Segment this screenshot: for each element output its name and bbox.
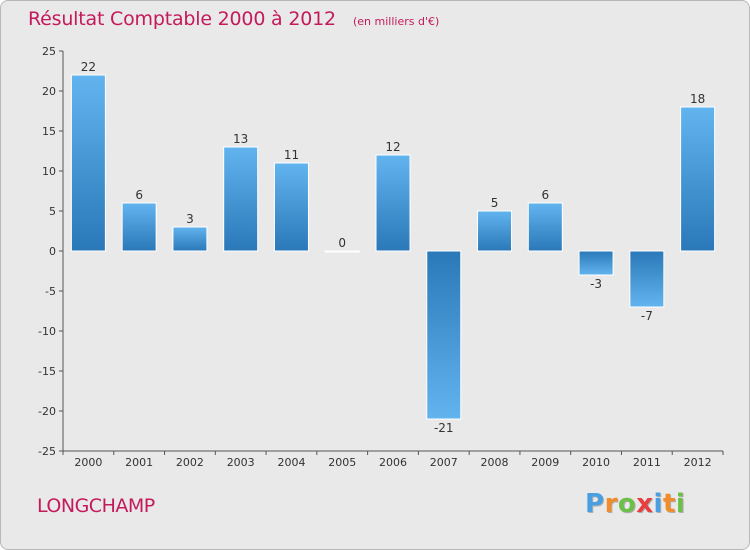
y-tick-label: -15	[38, 365, 56, 378]
chart-title-row: Résultat Comptable 2000 à 2012 (en milli…	[28, 8, 439, 30]
y-tick-label: 25	[42, 45, 56, 58]
bar-2002	[172, 226, 208, 252]
bar-2009	[527, 202, 563, 252]
y-tick-label: 15	[42, 125, 56, 138]
proxiti-logo: Proxiti	[585, 489, 685, 519]
bar-2012	[680, 106, 716, 252]
value-label-2000: 22	[81, 60, 96, 74]
y-tick-label: 0	[49, 245, 56, 258]
y-tick-label: -10	[38, 325, 56, 338]
x-tick-label: 2009	[531, 456, 559, 469]
bar-2000	[70, 74, 106, 252]
value-label-2002: 3	[186, 212, 194, 226]
value-label-2006: 12	[385, 140, 400, 154]
value-label-2011: -7	[641, 309, 653, 323]
x-tick-label: 2000	[74, 456, 102, 469]
logo-letter: o	[617, 489, 637, 519]
y-tick-label: 10	[42, 165, 56, 178]
x-tick-label: 2011	[633, 456, 661, 469]
logo-letter: i	[653, 489, 663, 519]
logo-letter: x	[636, 489, 654, 519]
logo-letter: r	[604, 489, 618, 519]
value-label-2009: 6	[541, 188, 549, 202]
chart-title: Résultat Comptable 2000 à 2012	[28, 8, 336, 30]
x-tick-label: 2008	[481, 456, 509, 469]
logo-letter: t	[662, 489, 676, 519]
y-tick-label: 20	[42, 85, 56, 98]
bar-2010	[578, 250, 614, 276]
x-tick-label: 2005	[328, 456, 356, 469]
bar-2011	[629, 250, 665, 308]
x-tick-label: 2006	[379, 456, 407, 469]
value-label-2012: 18	[690, 92, 705, 106]
y-tick-label: 5	[49, 205, 56, 218]
bar-2001	[121, 202, 157, 252]
value-label-2004: 11	[284, 148, 299, 162]
value-label-2007: -21	[434, 421, 454, 435]
logo-letter: i	[675, 489, 686, 519]
y-tick-label: -20	[38, 405, 56, 418]
bar-2006	[375, 154, 411, 252]
commune-name: LONGCHAMP	[37, 495, 155, 517]
x-tick-label: 2012	[684, 456, 712, 469]
labels-layer: 22 6 3 13 11 0 12 -21 5 6 -3 -7 18	[81, 60, 706, 435]
value-label-2008: 5	[491, 196, 499, 210]
bar-2005	[324, 250, 360, 253]
bar-2008	[477, 210, 513, 252]
value-label-2001: 6	[135, 188, 143, 202]
chart-unit-note: (en milliers d'€)	[352, 15, 440, 28]
x-tick-label: 2007	[430, 456, 458, 469]
x-tick-label: 2004	[277, 456, 305, 469]
bar-2003	[223, 146, 259, 252]
value-label-2003: 13	[233, 132, 248, 146]
y-tick-label: -25	[38, 445, 56, 458]
axes-layer: 25 20 15 10 5 0 -5 -10 -15 -20 -25 2000 2001 2002 2003…	[38, 45, 724, 469]
bar-2007	[426, 250, 462, 420]
y-tick-label: -5	[45, 285, 56, 298]
value-label-2010: -3	[590, 277, 602, 291]
bars-layer	[70, 74, 716, 420]
bar-2004	[273, 162, 309, 252]
logo-letter: P	[585, 489, 605, 519]
value-label-2005: 0	[338, 236, 346, 250]
x-tick-label: 2002	[176, 456, 204, 469]
x-tick-label: 2010	[582, 456, 610, 469]
x-tick-label: 2003	[227, 456, 255, 469]
x-tick-label: 2001	[125, 456, 153, 469]
